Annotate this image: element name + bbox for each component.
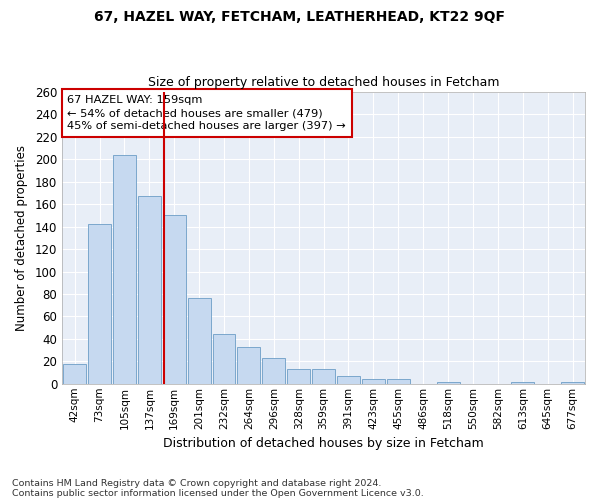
Bar [362,380,385,384]
Bar [163,216,185,384]
Title: Size of property relative to detached houses in Fetcham: Size of property relative to detached ho… [148,76,499,90]
Bar [387,380,410,384]
Text: Contains HM Land Registry data © Crown copyright and database right 2024.: Contains HM Land Registry data © Crown c… [12,478,382,488]
Text: 67, HAZEL WAY, FETCHAM, LEATHERHEAD, KT22 9QF: 67, HAZEL WAY, FETCHAM, LEATHERHEAD, KT2… [95,10,505,24]
Bar [262,358,285,384]
Text: Contains public sector information licensed under the Open Government Licence v3: Contains public sector information licen… [12,488,424,498]
Bar [437,382,460,384]
Bar [561,382,584,384]
Bar [188,298,211,384]
Text: 67 HAZEL WAY: 159sqm
← 54% of detached houses are smaller (479)
45% of semi-deta: 67 HAZEL WAY: 159sqm ← 54% of detached h… [67,95,346,132]
Y-axis label: Number of detached properties: Number of detached properties [15,145,28,331]
Bar [212,334,235,384]
Bar [287,369,310,384]
Bar [113,155,136,384]
Bar [88,224,111,384]
Bar [312,369,335,384]
X-axis label: Distribution of detached houses by size in Fetcham: Distribution of detached houses by size … [163,437,484,450]
Bar [138,196,161,384]
Bar [238,346,260,384]
Bar [337,376,360,384]
Bar [63,364,86,384]
Bar [511,382,534,384]
